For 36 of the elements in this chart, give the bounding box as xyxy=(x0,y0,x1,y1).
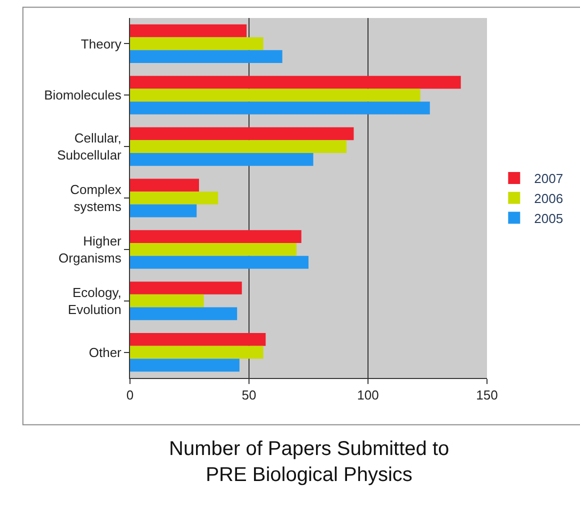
bar xyxy=(130,204,197,218)
legend-label: 2006 xyxy=(534,190,564,206)
bar xyxy=(130,282,242,294)
y-tick-label: Ecology, Evolution xyxy=(68,284,122,317)
bar xyxy=(130,192,218,204)
x-tick-label: 100 xyxy=(357,388,379,403)
bar xyxy=(130,50,282,63)
bar xyxy=(130,24,247,38)
x-tick-label: 50 xyxy=(242,388,256,403)
bar xyxy=(130,37,264,50)
bar xyxy=(130,333,266,346)
y-tick-label: Higher Organisms xyxy=(58,234,122,266)
y-tick-label: Cellular, Subcellular xyxy=(57,130,122,163)
y-tick-label: Theory xyxy=(80,36,122,52)
bar xyxy=(130,294,204,308)
bar xyxy=(130,307,238,320)
bar xyxy=(130,127,354,140)
bar xyxy=(130,243,297,256)
legend-label: 2007 xyxy=(534,171,564,186)
bar xyxy=(130,178,200,192)
x-tick-label: 0 xyxy=(126,388,134,403)
bar xyxy=(130,153,314,166)
bar xyxy=(130,88,420,102)
bar xyxy=(130,102,430,114)
y-tick-label: Complex systems xyxy=(70,182,122,214)
bar xyxy=(130,256,308,269)
x-tick-label: 150 xyxy=(476,388,498,403)
bar xyxy=(130,230,302,243)
y-tick-label: Biomolecules xyxy=(44,88,122,103)
bar xyxy=(130,140,347,153)
legend-label: 2005 xyxy=(534,210,564,226)
bar xyxy=(130,76,461,89)
bar xyxy=(130,358,240,372)
y-tick-label: Other xyxy=(88,344,122,360)
bar xyxy=(130,346,264,359)
text: Number of Papers Submitted to PRE Biological Physics xyxy=(169,438,450,486)
